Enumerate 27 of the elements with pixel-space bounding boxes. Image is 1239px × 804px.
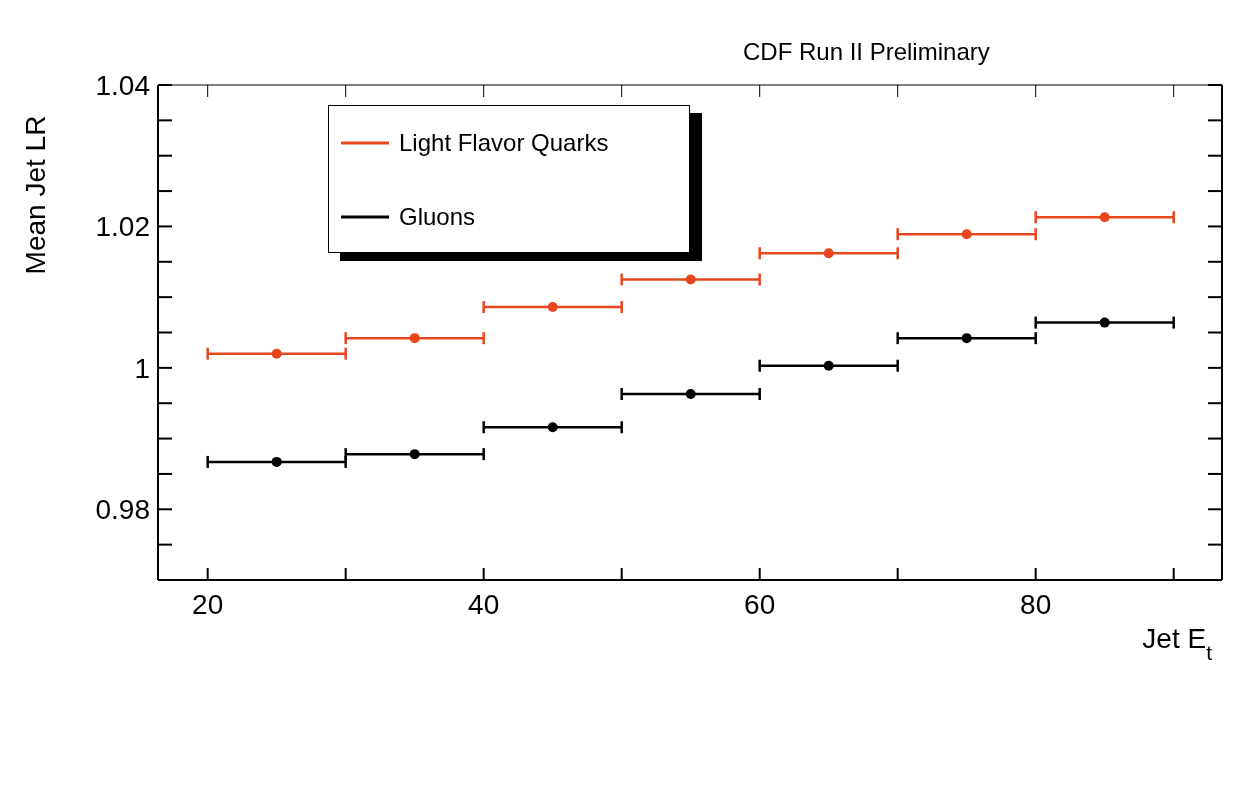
point bbox=[547, 422, 558, 433]
x-tick-label: 60 bbox=[744, 588, 776, 620]
point bbox=[409, 333, 420, 344]
x-tick-label: 40 bbox=[468, 588, 500, 620]
chart-title: CDF Run II Preliminary bbox=[743, 38, 990, 66]
point bbox=[1099, 212, 1110, 223]
point bbox=[961, 333, 972, 344]
point bbox=[961, 229, 972, 240]
y-tick-label: 1 bbox=[134, 352, 150, 384]
x-tick-label: 80 bbox=[1020, 588, 1052, 620]
point bbox=[271, 456, 282, 467]
legend-label: Gluons bbox=[399, 203, 476, 231]
y-axis-title: Mean Jet LR bbox=[20, 115, 51, 275]
point bbox=[409, 449, 420, 460]
point bbox=[1099, 317, 1110, 328]
point bbox=[823, 248, 834, 259]
point bbox=[823, 360, 834, 371]
legend-label: Light Flavor Quarks bbox=[399, 129, 609, 157]
y-tick-label: 1.04 bbox=[95, 69, 150, 101]
point bbox=[685, 389, 696, 400]
x-axis-title: Jet E$_{t}$ bbox=[1142, 623, 1213, 664]
point bbox=[547, 302, 558, 313]
y-tick-label: 0.98 bbox=[95, 494, 150, 526]
point bbox=[685, 274, 696, 285]
x-tick-label: 20 bbox=[192, 588, 224, 620]
y-tick-label: 1.02 bbox=[95, 211, 150, 243]
point bbox=[271, 348, 282, 359]
